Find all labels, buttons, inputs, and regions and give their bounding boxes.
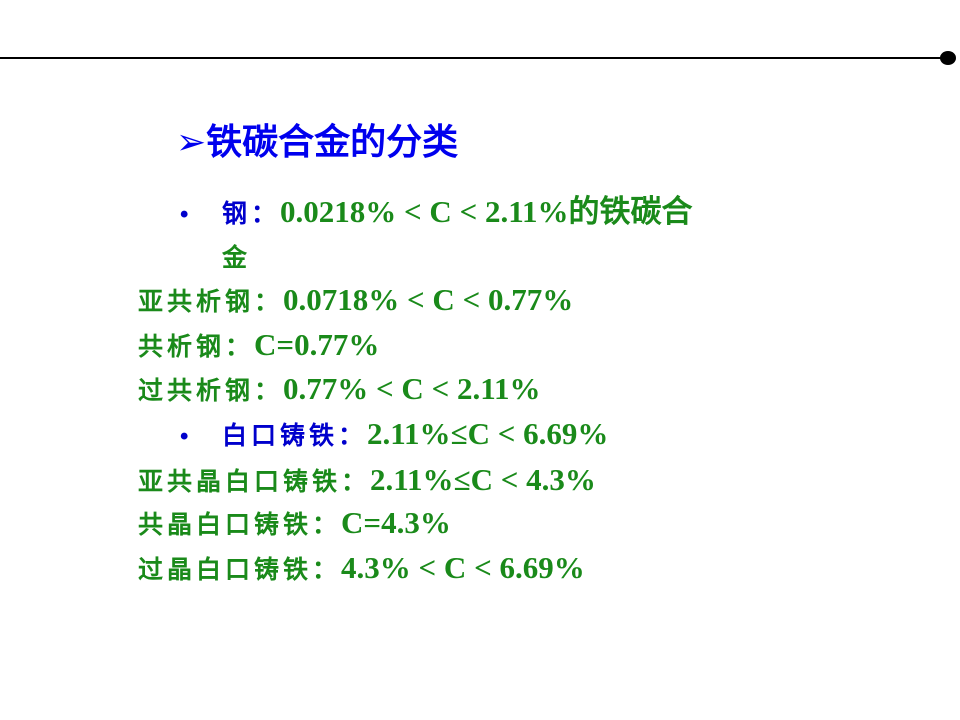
- steel-label: 钢：: [222, 199, 281, 228]
- white-iron-label: 白口铸铁：: [222, 421, 368, 450]
- white-iron-type-row: 过晶白口铸铁：4.3% < C < 6.69%: [138, 548, 585, 590]
- steel-text: 0.0218% < C < 2.11%的铁碳合: [280, 194, 693, 229]
- type-value: 4.3% < C < 6.69%: [341, 550, 585, 585]
- steel-type-row: 共析钢：C=0.77%: [138, 325, 379, 367]
- white-iron-text: 2.11%≤C < 6.69%: [367, 416, 609, 451]
- title-text: 铁碳合金的分类: [206, 122, 459, 163]
- type-label: 共晶白口铸铁：: [138, 510, 342, 539]
- header-rule: [0, 57, 946, 59]
- type-label: 共析钢：: [138, 332, 255, 361]
- type-label: 过共析钢：: [138, 376, 284, 405]
- type-label: 过晶白口铸铁：: [138, 555, 342, 584]
- type-value: C=0.77%: [254, 327, 380, 362]
- type-value: 0.77% < C < 2.11%: [283, 371, 541, 406]
- bullet-icon: •: [180, 423, 189, 450]
- type-value: 2.11%≤C < 4.3%: [370, 462, 596, 497]
- bullet-icon: •: [180, 201, 189, 228]
- white-iron-type-row: 共晶白口铸铁：C=4.3%: [138, 503, 451, 545]
- type-value: C=4.3%: [341, 505, 451, 540]
- type-label: 亚共晶白口铸铁：: [138, 467, 371, 496]
- steel-item-wrap: 金: [222, 236, 251, 278]
- type-label: 亚共析钢：: [138, 287, 284, 316]
- steel-type-row: 过共析钢：0.77% < C < 2.11%: [138, 369, 541, 411]
- header-rule-endpoint-dot: [940, 51, 956, 65]
- steel-text-wrap: 金: [222, 243, 252, 272]
- steel-item: • 钢：0.0218% < C < 2.11%的铁碳合: [180, 192, 693, 235]
- slide-title: ➢铁碳合金的分类: [176, 120, 458, 166]
- white-iron-type-row: 亚共晶白口铸铁：2.11%≤C < 4.3%: [138, 460, 596, 502]
- type-value: 0.0718% < C < 0.77%: [283, 282, 574, 317]
- arrow-bullet-icon: ➢: [176, 122, 207, 163]
- steel-type-row: 亚共析钢：0.0718% < C < 0.77%: [138, 280, 573, 322]
- white-iron-item: • 白口铸铁：2.11%≤C < 6.69%: [180, 414, 608, 457]
